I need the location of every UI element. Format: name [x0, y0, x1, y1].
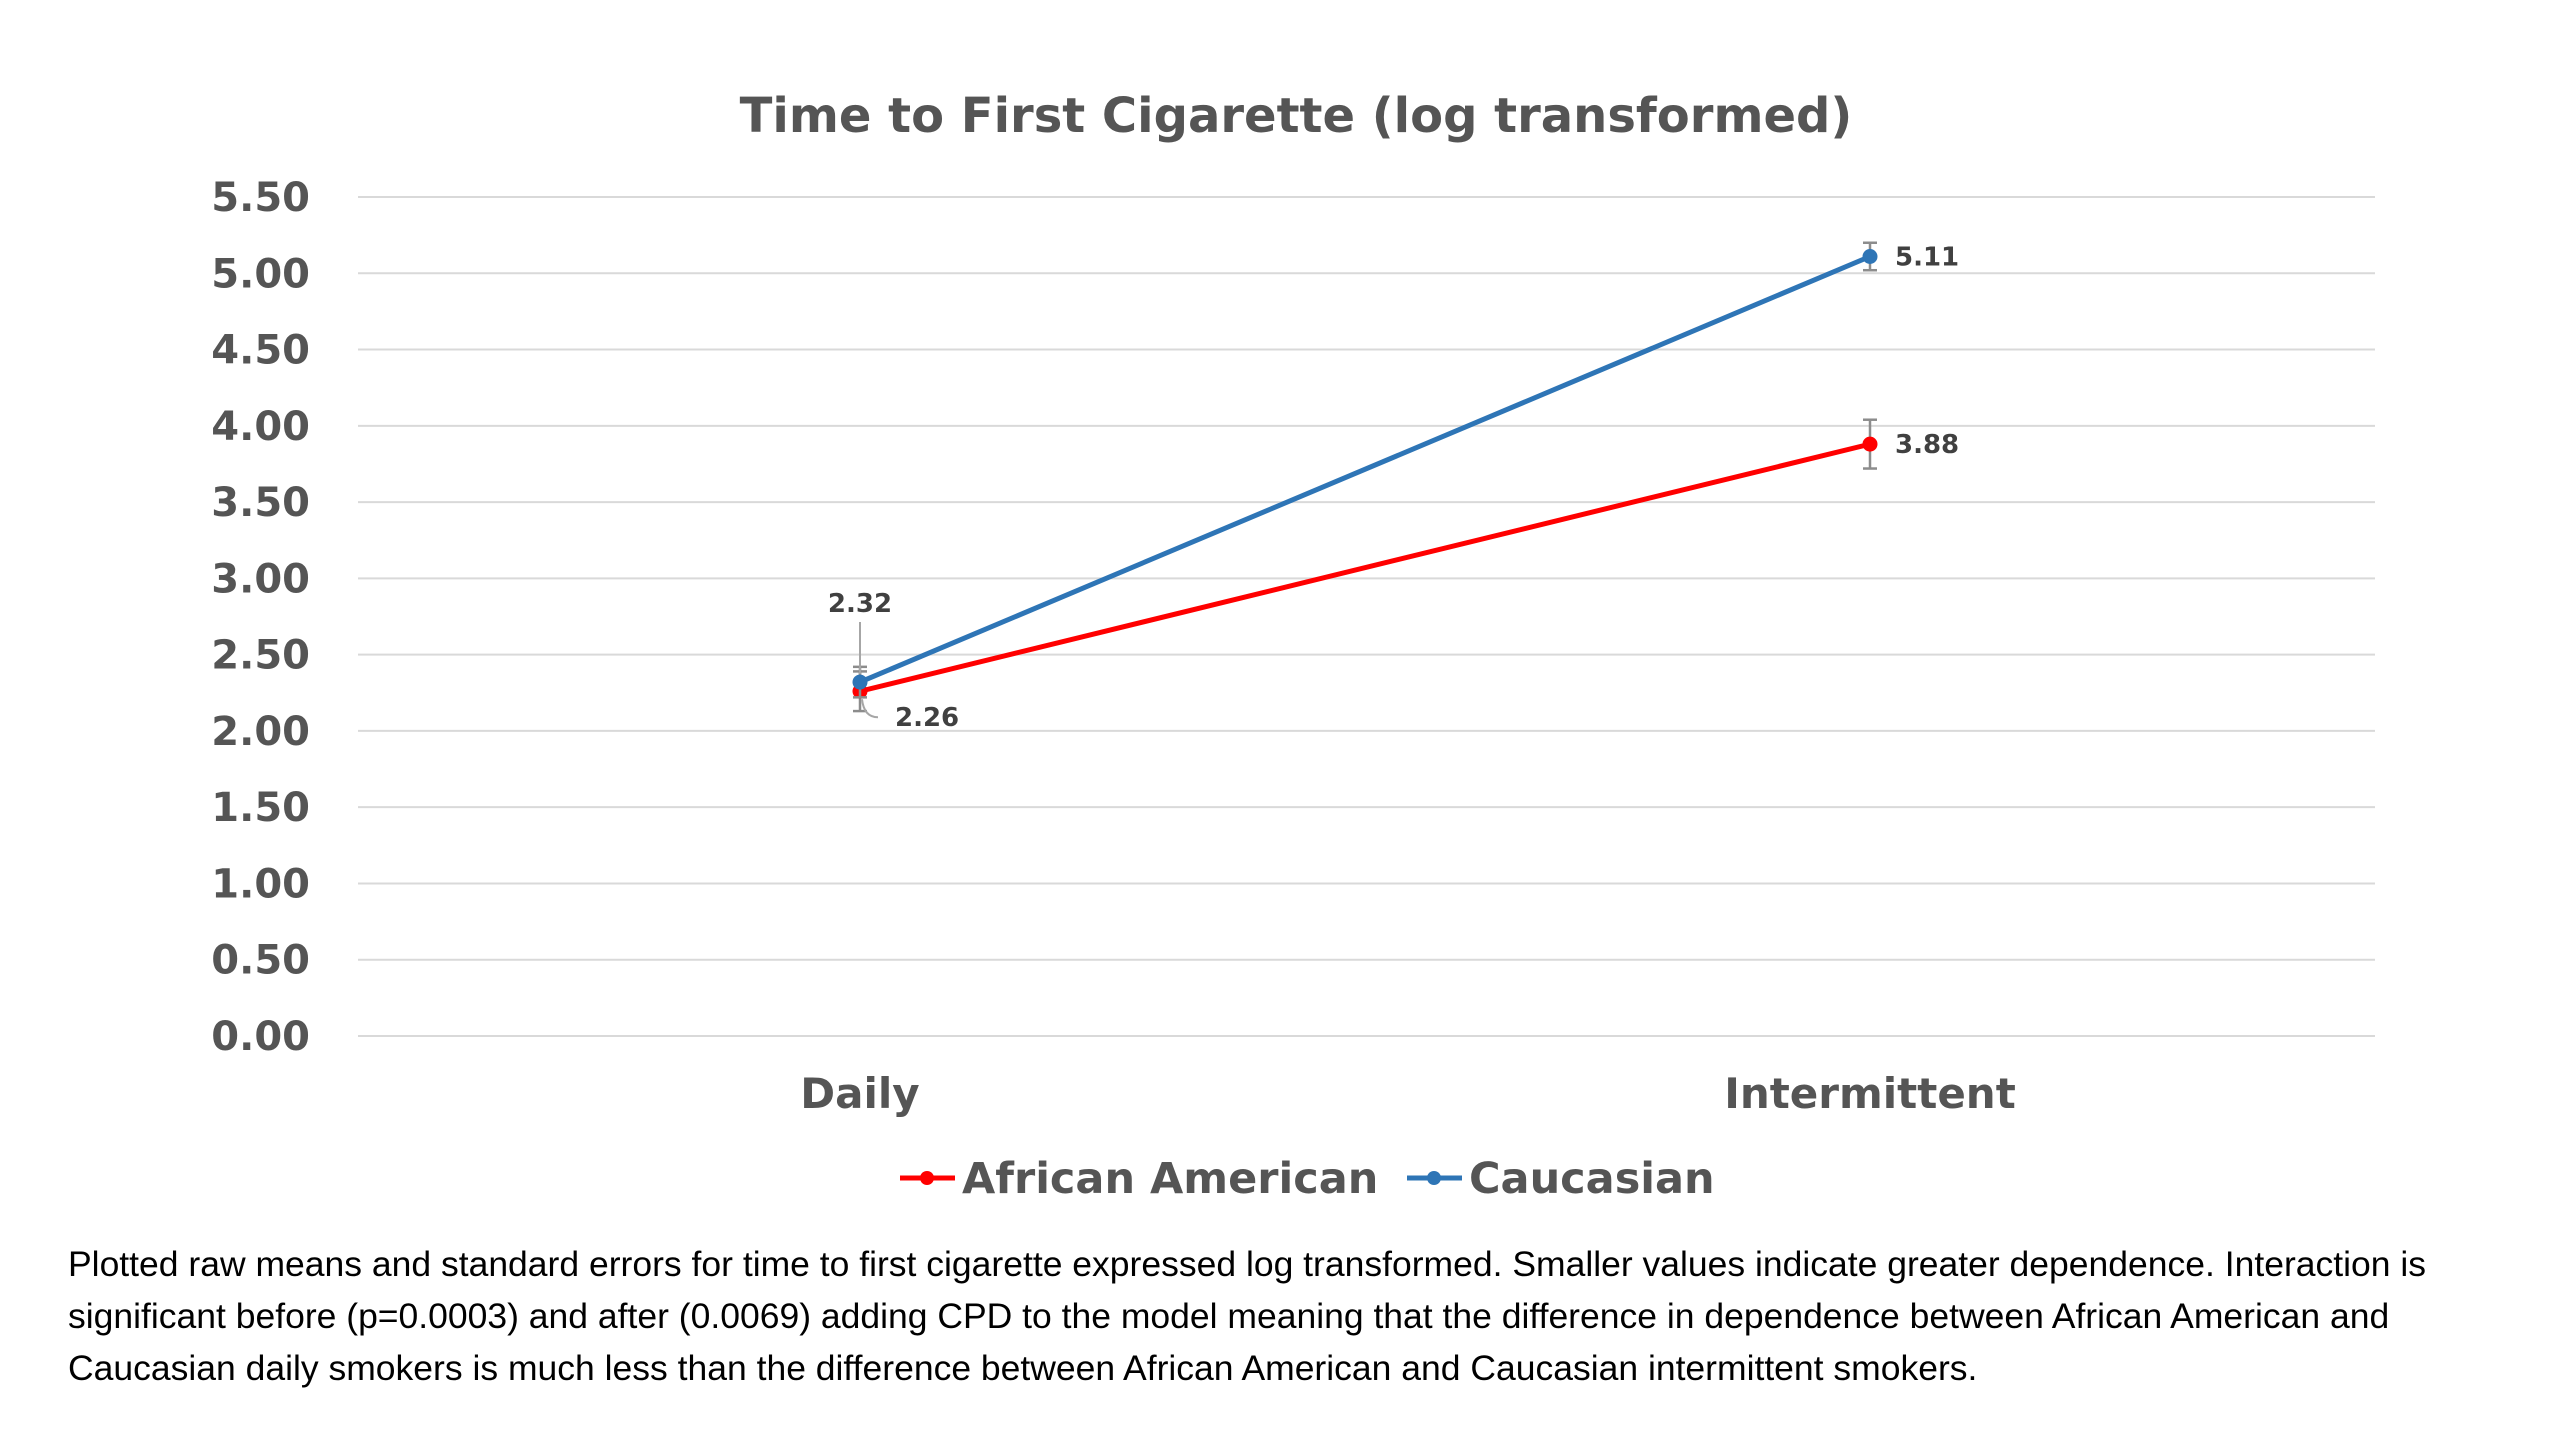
data-point	[1862, 248, 1878, 264]
y-axis: 0.00 0.50 1.00 1.50 2.00 2.50 3.00 3.50 4.00 4.50…	[211, 175, 310, 1060]
y-tick-label: 1.50	[211, 785, 310, 831]
legend-label: Caucasian	[1469, 1154, 1715, 1204]
data-label: 2.32	[828, 589, 892, 619]
y-tick-label: 3.50	[211, 480, 310, 526]
legend-marker	[1427, 1171, 1441, 1185]
legend-marker	[920, 1171, 934, 1185]
y-tick-label: 3.00	[211, 556, 310, 602]
y-tick-label: 1.00	[211, 861, 310, 907]
chart-title: Time to First Cigarette (log transformed…	[740, 88, 1853, 144]
legend: African American Caucasian	[900, 1154, 1715, 1204]
data-point	[1862, 436, 1878, 452]
y-tick-label: 4.50	[211, 328, 310, 374]
leader-line	[861, 699, 879, 719]
x-tick-label: Intermittent	[1724, 1069, 2016, 1118]
data-label: 5.11	[1895, 242, 1959, 272]
y-tick-label: 0.00	[211, 1014, 310, 1060]
y-tick-label: 5.50	[211, 175, 310, 221]
line-chart: Time to First Cigarette (log transformed…	[211, 88, 2375, 1204]
series-line	[859, 441, 1871, 694]
y-tick-label: 5.00	[211, 251, 310, 297]
legend-label: African American	[962, 1154, 1378, 1204]
series-line	[859, 254, 1871, 685]
y-tick-label: 2.50	[211, 633, 310, 679]
legend-item-caucasian: Caucasian	[1407, 1154, 1715, 1204]
series-caucasian	[852, 241, 1878, 699]
figure-caption: Plotted raw means and standard errors fo…	[68, 1244, 2426, 1388]
x-tick-label: Daily	[800, 1069, 919, 1118]
gridlines	[358, 196, 2375, 1037]
y-tick-label: 0.50	[211, 938, 310, 984]
data-label: 3.88	[1895, 430, 1959, 460]
data-label: 2.26	[895, 703, 959, 733]
y-tick-label: 2.00	[211, 709, 310, 755]
data-point	[852, 674, 868, 690]
series-african-american	[852, 418, 1878, 713]
y-tick-label: 4.00	[211, 404, 310, 450]
x-axis: Daily Intermittent	[800, 1069, 2015, 1118]
series-layer: 5.11 3.88 2.32 2.26	[828, 241, 1959, 733]
legend-item-african-american: African American	[900, 1154, 1378, 1204]
